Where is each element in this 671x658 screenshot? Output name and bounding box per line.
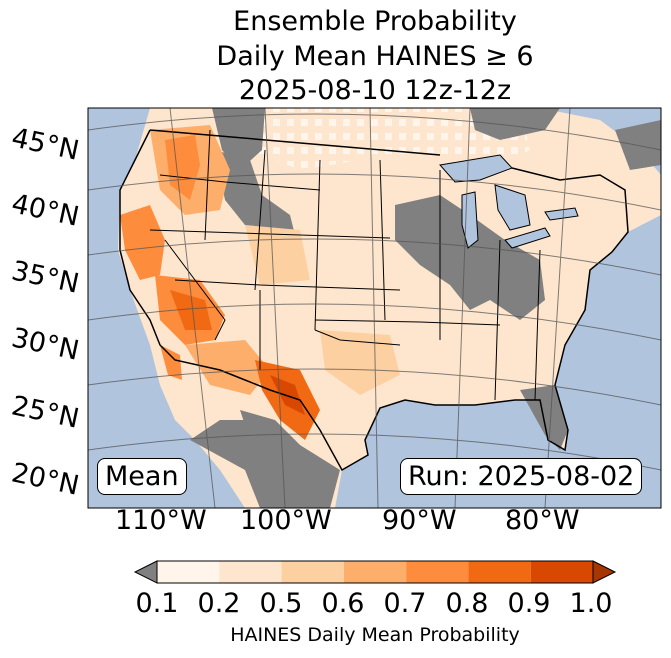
- colorbar-tick-7: 1.0: [569, 588, 613, 619]
- colorbar-box-5: [468, 561, 531, 583]
- lon-label-90: 90°W: [382, 505, 457, 536]
- lake-superior: [439, 154, 513, 183]
- canada-gray-1: [212, 108, 265, 170]
- lake-erie: [504, 227, 551, 249]
- title-line-3: 2025-08-10 12z-12z: [238, 75, 512, 106]
- colorbar-over-arrow: [592, 560, 617, 584]
- statistic-label-box: Mean: [97, 458, 187, 495]
- lon-label-110: 110°W: [115, 505, 207, 536]
- colorbar-boxes: [157, 561, 593, 583]
- prob-northwest-core: [165, 135, 200, 200]
- lake-huron: [494, 184, 531, 231]
- title-line-2: Daily Mean HAINES ≥ 6: [216, 41, 534, 72]
- colorbar-frame: [156, 560, 594, 584]
- colorbar-under-arrow: [133, 560, 158, 584]
- us-outline: [119, 129, 629, 472]
- prob-southwest-core: [170, 290, 212, 330]
- map-frame: [87, 107, 662, 509]
- prob-baja: [160, 345, 182, 380]
- land-mexico: [190, 420, 340, 508]
- land-speckle-north: [240, 108, 530, 170]
- colorbar-box-3: [343, 561, 407, 583]
- colorbar-box-0: [157, 561, 220, 583]
- colorbar-tick-1: 0.2: [197, 588, 241, 619]
- title-line-1: Ensemble Probability: [233, 6, 517, 37]
- canada-gray-2: [470, 108, 560, 140]
- colorbar-box-2: [281, 561, 344, 583]
- colorbar-tick-6: 0.9: [507, 588, 551, 619]
- colorbar-label: HAINES Daily Mean Probability: [230, 624, 520, 646]
- texas-gray: [240, 410, 300, 470]
- graticule: [88, 108, 661, 508]
- colorbar-tick-0: 0.1: [135, 588, 179, 619]
- lon-label-80: 80°W: [505, 505, 580, 536]
- lon-label-100: 100°W: [240, 505, 332, 536]
- prob-texas: [320, 330, 400, 395]
- colorbar-tick-4: 0.7: [383, 588, 427, 619]
- colorbar-box-4: [406, 561, 469, 583]
- run-label-box: Run: 2025-08-02: [400, 458, 643, 495]
- lake-ontario: [544, 207, 579, 221]
- colorbar-tick-5: 0.8: [445, 588, 489, 619]
- colorbar-tick-2: 0.5: [259, 588, 303, 619]
- midwest-gray: [395, 195, 545, 320]
- colorbar-tick-3: 0.6: [321, 588, 365, 619]
- prob-california: [120, 205, 165, 280]
- colorbar-box-1: [219, 561, 282, 583]
- colorbar-box-6: [530, 561, 593, 583]
- state-borders: [149, 129, 541, 401]
